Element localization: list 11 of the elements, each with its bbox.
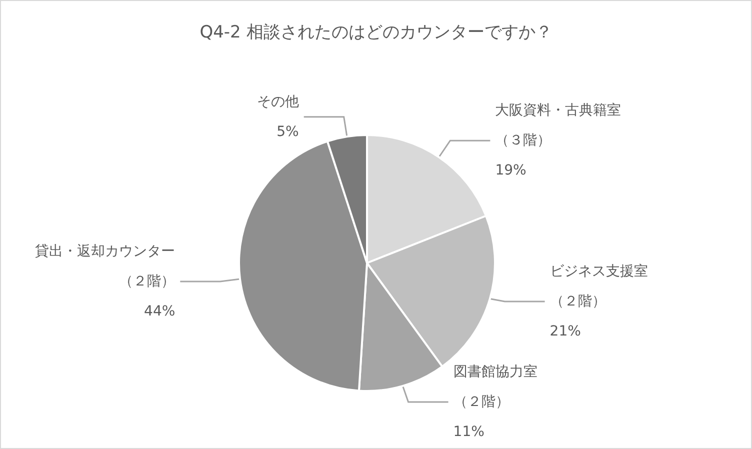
data-label: 21% [550, 324, 581, 340]
slice-label: その他 [256, 94, 299, 110]
chart-title: Q4-2 相談されたのはどのカウンターですか？ [200, 22, 552, 42]
data-label: 19% [495, 162, 526, 179]
slice-label: 貸出・返却カウンター（２階） [35, 244, 176, 290]
data-label: 5% [276, 124, 299, 140]
slice-label: 大阪資料・古典籍室（３階） [495, 102, 622, 149]
slice-label: 図書館協力室（２階） [453, 364, 538, 410]
slice-label: ビジネス支援室（２階） [550, 264, 648, 310]
data-label: 11% [453, 424, 484, 440]
data-label: 44% [144, 304, 176, 320]
